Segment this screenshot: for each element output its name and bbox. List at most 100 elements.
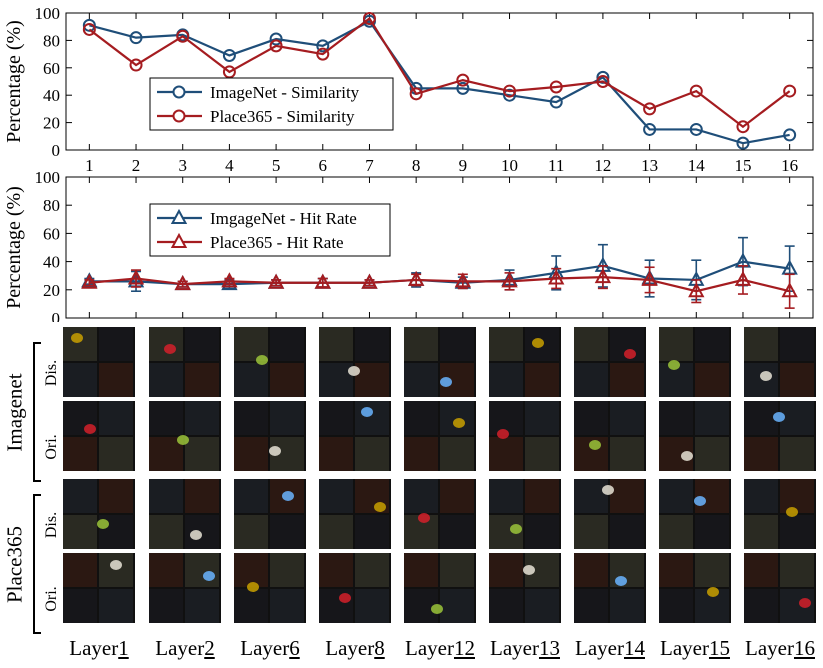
saliency-thumbnail bbox=[234, 479, 306, 549]
saliency-highlight bbox=[177, 435, 189, 445]
legend-label: ImgageNet - Hit Rate bbox=[210, 209, 357, 228]
y-tick-label: 60 bbox=[43, 59, 60, 78]
data-point bbox=[736, 120, 750, 134]
thumbnail-tile bbox=[319, 515, 353, 549]
data-point bbox=[222, 65, 236, 79]
layer-label-number: 15 bbox=[708, 636, 730, 660]
thumbnail-tile bbox=[489, 553, 523, 587]
layer-label-number: 1 bbox=[118, 636, 129, 660]
saliency-thumbnail bbox=[63, 327, 135, 397]
layer-label-number: 12 bbox=[453, 636, 475, 660]
thumbnail-tile bbox=[610, 363, 644, 397]
x-tick-label: 9 bbox=[459, 156, 468, 175]
saliency-highlight bbox=[602, 485, 614, 495]
series-line bbox=[89, 276, 790, 293]
thumbnail-tile bbox=[610, 479, 644, 513]
saliency-highlight bbox=[681, 451, 693, 461]
y-tick-label: 100 bbox=[35, 168, 61, 187]
thumbnail-tile bbox=[99, 437, 133, 471]
thumbnail-tile bbox=[185, 363, 219, 397]
thumbnail-tile bbox=[489, 327, 523, 361]
saliency-thumbnail bbox=[149, 553, 221, 623]
saliency-highlight bbox=[497, 429, 509, 439]
legend-marker bbox=[172, 85, 186, 99]
thumbnail-tile bbox=[270, 553, 304, 587]
data-point bbox=[549, 80, 563, 94]
data-point bbox=[362, 11, 376, 25]
data-point bbox=[222, 48, 236, 62]
saliency-thumbnail bbox=[659, 479, 731, 549]
thumbnail-tile bbox=[744, 327, 778, 361]
saliency-highlight bbox=[510, 524, 522, 534]
series-2 bbox=[82, 11, 797, 134]
saliency-highlight bbox=[418, 513, 430, 523]
thumbnail-tile bbox=[319, 327, 353, 361]
saliency-highlight bbox=[431, 604, 443, 614]
layer-label: Layer16 bbox=[735, 636, 823, 661]
data-point bbox=[314, 273, 331, 289]
thumbnail-tile bbox=[574, 515, 608, 549]
layer-label-number: 6 bbox=[289, 636, 300, 660]
thumbnail-tile bbox=[355, 589, 389, 623]
layer-label: Layer2 bbox=[140, 636, 230, 661]
saliency-thumbnail bbox=[319, 479, 391, 549]
saliency-highlight bbox=[523, 565, 535, 575]
thumbnail-tile bbox=[780, 401, 814, 435]
thumbnail-tile bbox=[574, 479, 608, 513]
saliency-thumbnail bbox=[744, 401, 816, 471]
saliency-thumbnail bbox=[489, 479, 561, 549]
thumbnail-tile bbox=[574, 363, 608, 397]
thumbnail-tile bbox=[355, 401, 389, 435]
saliency-thumbnail bbox=[744, 479, 816, 549]
saliency-highlight bbox=[589, 440, 601, 450]
thumbnail-tile bbox=[440, 515, 474, 549]
data-point bbox=[407, 270, 425, 286]
legend-marker bbox=[170, 232, 188, 248]
y-tick-label: 20 bbox=[43, 281, 60, 300]
thumbnail-tile bbox=[63, 437, 97, 471]
layer-label-number: 14 bbox=[623, 636, 645, 660]
data-point bbox=[82, 22, 96, 36]
thumbnail-tile bbox=[319, 401, 353, 435]
thumbnail-tile bbox=[63, 363, 97, 397]
data-point bbox=[267, 273, 285, 289]
thumbnail-tile bbox=[780, 553, 814, 587]
layer-label-prefix: Layer bbox=[405, 636, 454, 660]
saliency-highlight bbox=[694, 496, 706, 506]
thumbnail-tile bbox=[659, 401, 693, 435]
data-point bbox=[316, 47, 330, 61]
layer-label-prefix: Layer bbox=[240, 636, 290, 660]
saliency-highlight bbox=[348, 366, 360, 376]
layer-label-prefix: Layer bbox=[575, 636, 624, 660]
thumbnail-tile bbox=[525, 479, 559, 513]
saliency-highlight bbox=[361, 407, 373, 417]
thumbnail-tile bbox=[319, 363, 353, 397]
legend-marker bbox=[172, 109, 186, 123]
place365-bracket bbox=[33, 494, 41, 634]
thumbnail-tile bbox=[234, 479, 268, 513]
thumbnail-tile bbox=[489, 437, 523, 471]
data-point bbox=[643, 102, 657, 116]
thumbnail-tile bbox=[525, 401, 559, 435]
saliency-thumbnail bbox=[149, 401, 221, 471]
data-point bbox=[596, 75, 610, 88]
thumbnail-tile bbox=[659, 553, 693, 587]
data-point bbox=[456, 81, 470, 95]
thumbnail-tile bbox=[659, 515, 693, 549]
data-point bbox=[643, 122, 657, 136]
saliency-thumbnail bbox=[234, 401, 306, 471]
saliency-thumbnail bbox=[149, 327, 221, 397]
x-tick-label: 7 bbox=[365, 156, 374, 175]
thumbnail-tile bbox=[404, 401, 438, 435]
thumbnail-tile bbox=[780, 327, 814, 361]
layer-label-prefix: Layer bbox=[69, 636, 119, 660]
y-tick-label: 40 bbox=[43, 86, 60, 105]
thumbnail-tile bbox=[744, 363, 778, 397]
layer-label: Layer8 bbox=[310, 636, 400, 661]
data-point bbox=[781, 282, 798, 298]
saliency-thumbnail bbox=[489, 553, 561, 623]
thumbnail-tile bbox=[99, 589, 133, 623]
y-tick-label: 80 bbox=[43, 31, 60, 50]
data-point bbox=[501, 272, 518, 288]
thumbnail-tile bbox=[695, 553, 729, 587]
